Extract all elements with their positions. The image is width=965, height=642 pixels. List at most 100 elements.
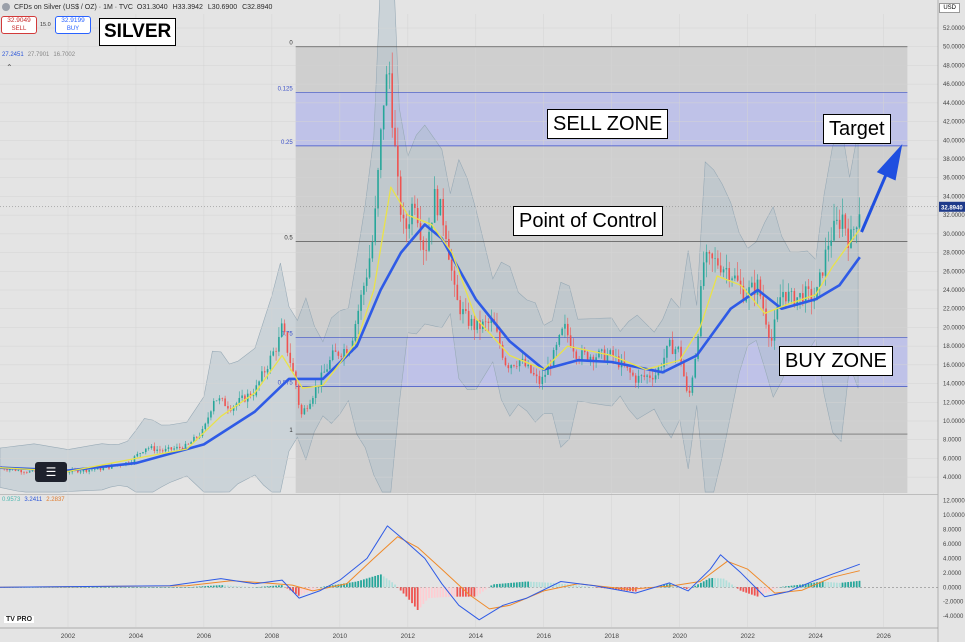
macd-histogram-bar — [688, 587, 691, 589]
price-tick-label: 46.0000 — [943, 82, 965, 88]
currency-selector[interactable]: USD — [939, 3, 960, 13]
macd-histogram-bar — [547, 582, 549, 588]
candle-body — [6, 469, 8, 471]
candle-body — [411, 203, 413, 225]
macd-histogram-bar — [793, 585, 796, 588]
candle-body — [244, 395, 246, 402]
time-tick-label: 2018 — [605, 633, 620, 640]
macd-histogram-bar — [374, 575, 377, 588]
candle-body — [479, 320, 481, 330]
macd-histogram-bar — [323, 586, 326, 588]
candle-body — [751, 282, 753, 288]
macd-histogram-bar — [484, 587, 487, 590]
candle-body — [637, 375, 640, 383]
candle-body — [824, 249, 827, 276]
candle-body — [346, 348, 348, 354]
macd-histogram-bar — [300, 587, 303, 595]
collapse-legend-icon[interactable]: ⌃ — [6, 63, 13, 72]
candle-body — [442, 198, 444, 226]
macd-histogram-bar — [275, 585, 277, 588]
candle-body — [343, 348, 345, 357]
price-tick-label: 4.0000 — [943, 475, 962, 481]
macd-histogram-bar — [674, 585, 677, 588]
macd-histogram-bar — [807, 583, 810, 588]
macd-histogram-bar — [833, 582, 835, 588]
candle-body — [405, 218, 408, 229]
macd-histogram-bar — [428, 587, 430, 599]
macd-signal-value: 2.2837 — [46, 497, 65, 503]
candle-body — [340, 355, 343, 357]
candle-body — [561, 328, 563, 335]
fib-level-label: 0.5 — [284, 235, 293, 241]
macd-histogram-bar — [413, 587, 416, 607]
spread-value: 15.0 — [40, 22, 51, 28]
macd-histogram-bar — [391, 582, 394, 588]
macd-histogram-bar — [736, 587, 739, 589]
candle-body — [153, 446, 156, 451]
macd-histogram-bar — [750, 587, 753, 595]
chart-menu-button[interactable]: ☰ — [35, 462, 67, 482]
last-price-label: 32.8940 — [941, 205, 963, 211]
candle-body — [462, 309, 464, 315]
candle-body — [300, 404, 303, 415]
candle-body — [144, 448, 147, 453]
candle-body — [331, 350, 334, 360]
sell-price: 32.9049 — [7, 17, 31, 24]
macd-histogram-bar — [345, 583, 348, 588]
low-value: L30.6900 — [207, 3, 238, 11]
candle-body — [334, 350, 337, 352]
macd-histogram-bar — [685, 587, 688, 589]
macd-histogram-bar — [470, 587, 473, 597]
candle-body — [249, 393, 252, 397]
time-tick-label: 2012 — [401, 633, 416, 640]
candle-body — [532, 372, 535, 375]
candle-body — [136, 453, 139, 457]
candle-body — [207, 417, 209, 424]
open-value: O31.3040 — [136, 3, 168, 11]
sell-button[interactable]: 32.9049 SELL — [1, 16, 37, 34]
candle-body — [668, 339, 671, 346]
macd-histogram-bar — [773, 587, 776, 589]
candle-body — [770, 337, 773, 341]
candle-body — [142, 452, 144, 454]
candle-body — [680, 346, 682, 362]
candle-body — [337, 351, 340, 356]
symbol-title[interactable]: CFDs on Silver (US$ / OZ) · 1M · TVC — [14, 3, 133, 11]
macd-histogram-bar — [450, 587, 453, 597]
macd-histogram-bar — [733, 586, 736, 588]
macd-histogram-bar — [583, 586, 586, 588]
candle-body — [504, 357, 507, 366]
macd-histogram-bar — [297, 587, 300, 596]
point-of-control-label: Point of Control — [513, 206, 663, 236]
macd-histogram-bar — [238, 586, 241, 588]
candle-body — [28, 471, 31, 473]
macd-histogram-bar — [379, 574, 382, 588]
buy-button[interactable]: 32.9199 BUY — [55, 16, 91, 34]
macd-histogram-bar — [476, 587, 479, 596]
candle-body — [388, 73, 391, 75]
candle-body — [694, 358, 697, 378]
candle-body — [368, 258, 371, 278]
candle-body — [821, 272, 824, 276]
macd-histogram-bar — [283, 586, 286, 588]
candle-body — [623, 360, 626, 366]
macd-histogram-bar — [668, 583, 671, 588]
candle-body — [357, 310, 360, 325]
candle-body — [215, 400, 218, 402]
macd-histogram-bar — [436, 587, 439, 598]
candle-body — [156, 449, 158, 451]
candle-body — [598, 350, 600, 358]
candle-body — [218, 398, 221, 401]
target-arrow-head — [876, 144, 903, 181]
candle-body — [728, 268, 731, 280]
macd-histogram-bar — [306, 587, 309, 593]
macd-histogram-bar — [722, 578, 725, 588]
macd-histogram-bar — [799, 584, 801, 588]
macd-histogram-bar — [804, 583, 807, 588]
candle-body — [436, 188, 439, 216]
candle-body — [275, 351, 277, 352]
candle-body — [603, 349, 606, 361]
candle-body — [425, 249, 427, 251]
candle-body — [643, 375, 646, 377]
